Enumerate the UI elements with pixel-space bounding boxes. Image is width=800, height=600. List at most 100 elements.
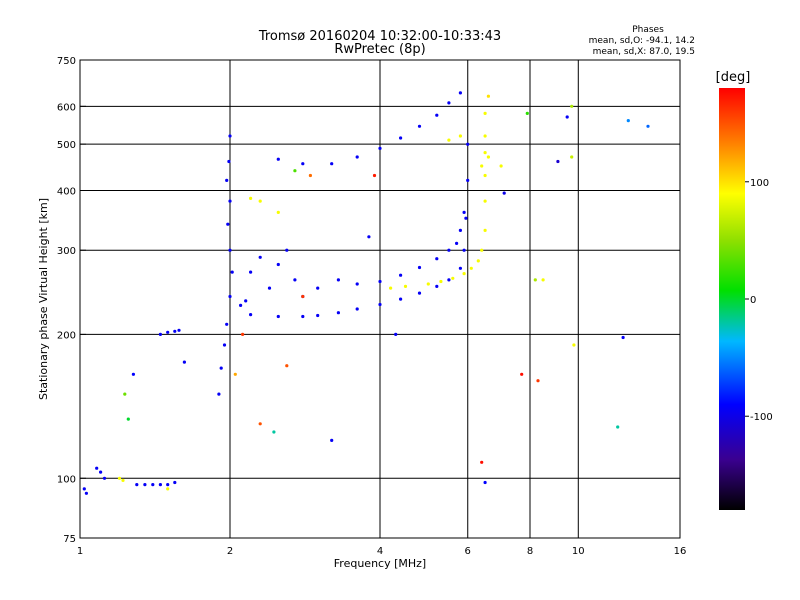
echo-point — [330, 162, 334, 166]
echo-point — [541, 278, 545, 282]
chart-title: Tromsø 20160204 10:32:00-10:33:43 — [258, 29, 501, 44]
echo-point — [276, 314, 280, 319]
echo-point — [447, 138, 451, 142]
echo-point — [84, 491, 88, 495]
echo-point — [435, 257, 439, 261]
echo-point — [533, 278, 537, 282]
echo-point — [131, 372, 135, 376]
echo-point — [372, 173, 377, 178]
echo-point — [244, 299, 248, 303]
echo-point — [301, 162, 305, 166]
echo-point — [102, 476, 107, 480]
x-tick-label: 2 — [227, 546, 233, 557]
colorbar-tick-label: 100 — [750, 178, 769, 189]
x-tick-label: 8 — [527, 546, 533, 557]
echo-point — [480, 164, 484, 168]
echo-point — [483, 151, 487, 155]
echo-point — [228, 294, 232, 299]
echo-point — [399, 136, 403, 140]
echo-point — [228, 199, 232, 203]
echo-point — [355, 282, 359, 286]
echo-point — [458, 266, 462, 270]
echo-point — [499, 164, 503, 168]
stats-header: Phases — [632, 25, 664, 35]
x-axis-label: Frequency [MHz] — [334, 557, 426, 570]
echo-point — [435, 113, 439, 117]
echo-point — [466, 178, 470, 182]
echo-point — [123, 392, 127, 396]
y-tick-label: 750 — [57, 56, 76, 67]
echo-point — [276, 210, 280, 214]
y-axis-label: Stationary phase Virtual Height [km] — [37, 198, 50, 400]
echo-point — [173, 480, 177, 485]
echo-point — [249, 196, 253, 200]
echo-point — [621, 335, 625, 340]
echo-point — [95, 466, 99, 470]
echo-point — [447, 101, 451, 105]
echo-point — [225, 322, 229, 326]
echo-point — [293, 278, 297, 282]
echo-point — [565, 115, 569, 119]
echo-point — [272, 430, 276, 434]
echo-point — [464, 216, 468, 220]
y-axis-ticks: 75 100 200 300 400 500 600 750 — [57, 56, 86, 545]
colorbar-tick-label: -100 — [750, 412, 773, 423]
echo-point — [151, 483, 155, 487]
echo-point — [455, 241, 459, 245]
echo-point — [451, 276, 455, 280]
echo-point — [226, 222, 230, 226]
echo-point — [378, 146, 382, 150]
echo-point — [417, 265, 422, 270]
echo-point — [483, 228, 487, 232]
echo-point — [536, 379, 540, 383]
echo-point — [301, 314, 305, 319]
x-tick-label: 10 — [572, 546, 585, 557]
echo-point — [483, 134, 487, 138]
echo-point — [173, 329, 177, 333]
echo-point — [646, 124, 650, 128]
colorbar — [719, 88, 745, 510]
echo-point — [426, 282, 430, 286]
echo-point — [462, 248, 466, 252]
echo-point — [276, 157, 280, 161]
echo-point — [217, 392, 221, 396]
x-tick-label: 1 — [77, 546, 83, 557]
echo-point — [626, 119, 630, 123]
grid-lines — [80, 60, 680, 538]
echo-point — [417, 291, 422, 295]
chart-subtitle: RwPretec (8p) — [334, 42, 425, 57]
echo-point — [458, 228, 462, 232]
echo-point — [293, 169, 297, 173]
echo-point — [570, 155, 574, 159]
echo-point — [158, 483, 162, 487]
echo-point — [121, 478, 125, 482]
echo-point — [301, 294, 305, 299]
echo-point — [486, 155, 490, 159]
colorbar-label: [deg] — [716, 70, 751, 85]
echo-point — [267, 286, 272, 290]
x-axis-ticks: 1 2 4 6 8 10 16 — [77, 546, 687, 557]
echo-point — [399, 297, 403, 301]
echo-point — [394, 332, 398, 336]
echo-point — [285, 364, 289, 368]
echo-point — [258, 422, 262, 426]
echo-point — [367, 235, 371, 239]
echo-point — [166, 330, 170, 334]
echo-point — [483, 111, 487, 115]
echo-point — [258, 255, 262, 259]
x-tick-label: 6 — [465, 546, 471, 557]
echo-point — [435, 284, 439, 288]
echo-point — [249, 313, 253, 317]
echo-point — [616, 425, 620, 429]
echo-point — [99, 470, 103, 474]
echo-point — [126, 417, 130, 421]
echo-point — [228, 248, 232, 252]
echo-point — [285, 248, 289, 252]
echo-point — [469, 266, 473, 270]
plot-frame — [79, 59, 681, 539]
x-tick-label: 4 — [377, 546, 383, 557]
echo-point — [447, 248, 451, 252]
echo-point — [520, 372, 524, 376]
echo-point — [276, 262, 280, 267]
y-tick-label: 75 — [63, 534, 76, 545]
